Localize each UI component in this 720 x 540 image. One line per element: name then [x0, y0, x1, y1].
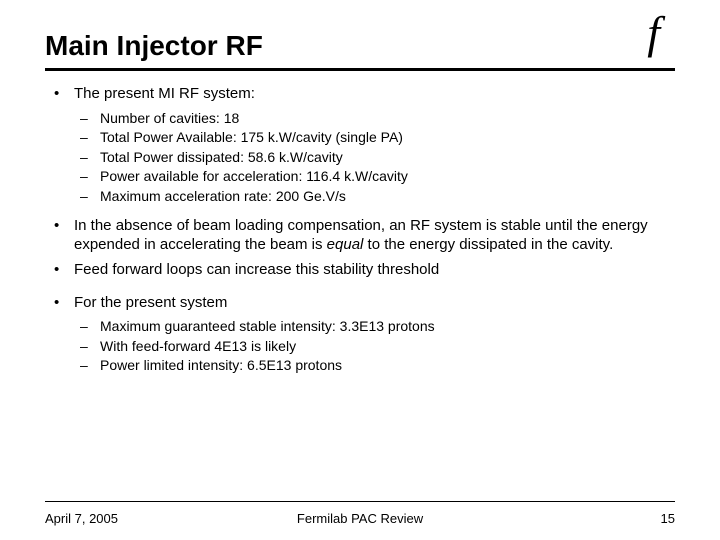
- sub-bullet: Power available for acceleration: 116.4 …: [74, 168, 672, 186]
- header: Main Injector RF f: [0, 0, 720, 68]
- sub-bullet: Total Power dissipated: 58.6 k.W/cavity: [74, 149, 672, 167]
- bullet-for-present: For the present system: [48, 294, 672, 313]
- footer-page: 15: [661, 511, 675, 526]
- footer-rule: [45, 501, 675, 502]
- fermilab-logo: f: [647, 6, 660, 59]
- slide-body: The present MI RF system: Number of cavi…: [0, 71, 720, 375]
- sub-bullet: Total Power Available: 175 k.W/cavity (s…: [74, 129, 672, 147]
- slide: Main Injector RF f The present MI RF sys…: [0, 0, 720, 540]
- sub-bullet: Number of cavities: 18: [74, 110, 672, 128]
- text: to the energy dissipated in the cavity.: [363, 236, 613, 253]
- sub-bullet: Maximum guaranteed stable intensity: 3.3…: [74, 318, 672, 336]
- footer: April 7, 2005 Fermilab PAC Review 15: [45, 511, 675, 526]
- bullet-feedforward: Feed forward loops can increase this sta…: [48, 261, 672, 280]
- footer-center: Fermilab PAC Review: [45, 511, 675, 526]
- bullet-stability: In the absence of beam loading compensat…: [48, 217, 672, 255]
- footer-date: April 7, 2005: [45, 511, 118, 526]
- bullet-present-system: The present MI RF system:: [48, 85, 672, 104]
- emphasis-equal: equal: [327, 236, 364, 253]
- slide-title: Main Injector RF: [45, 30, 675, 68]
- sub-bullet: Maximum acceleration rate: 200 Ge.V/s: [74, 188, 672, 206]
- sub-bullet: Power limited intensity: 6.5E13 protons: [74, 357, 672, 375]
- sub-bullet: With feed-forward 4E13 is likely: [74, 338, 672, 356]
